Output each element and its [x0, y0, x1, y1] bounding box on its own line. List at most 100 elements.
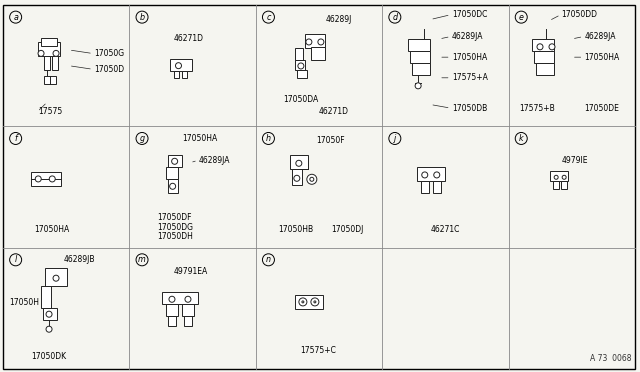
- Circle shape: [415, 83, 421, 89]
- Bar: [45, 268, 67, 286]
- Circle shape: [53, 50, 59, 57]
- Text: 17050DE: 17050DE: [584, 104, 620, 113]
- Bar: [311, 47, 325, 60]
- Bar: [433, 181, 441, 193]
- Text: b: b: [140, 13, 145, 22]
- Bar: [534, 51, 554, 63]
- Bar: [410, 51, 430, 63]
- Bar: [420, 181, 429, 193]
- Bar: [305, 34, 325, 48]
- Bar: [553, 181, 559, 189]
- Bar: [295, 60, 305, 70]
- Bar: [162, 292, 198, 304]
- Bar: [44, 76, 56, 84]
- Circle shape: [310, 177, 314, 181]
- Bar: [182, 71, 188, 78]
- Bar: [561, 181, 567, 189]
- Text: 46271C: 46271C: [430, 225, 460, 234]
- Text: 17050DK: 17050DK: [31, 352, 66, 361]
- Text: 46271D: 46271D: [173, 35, 204, 44]
- Text: g: g: [140, 134, 145, 143]
- Text: l: l: [15, 255, 17, 264]
- Text: 46289JA: 46289JA: [452, 32, 483, 41]
- Text: 17050DB: 17050DB: [452, 104, 487, 113]
- Bar: [290, 155, 308, 169]
- Circle shape: [549, 44, 555, 50]
- Circle shape: [294, 175, 300, 181]
- Text: a: a: [13, 13, 18, 22]
- Text: h: h: [266, 134, 271, 143]
- Text: 17050DG: 17050DG: [157, 222, 193, 231]
- Text: 17050HA: 17050HA: [35, 225, 70, 234]
- Bar: [295, 295, 323, 309]
- Bar: [408, 39, 430, 51]
- Circle shape: [46, 326, 52, 332]
- Text: d: d: [392, 13, 397, 22]
- Circle shape: [35, 176, 41, 182]
- Circle shape: [53, 275, 59, 281]
- Bar: [41, 38, 57, 46]
- Circle shape: [299, 298, 307, 306]
- Circle shape: [422, 172, 428, 178]
- Bar: [44, 57, 50, 70]
- Text: 17575+C: 17575+C: [300, 346, 336, 355]
- Bar: [52, 57, 58, 70]
- Circle shape: [175, 62, 182, 69]
- Circle shape: [554, 175, 558, 179]
- Text: 17050HA: 17050HA: [182, 134, 218, 143]
- Bar: [182, 304, 194, 316]
- Circle shape: [311, 298, 319, 306]
- Text: j: j: [394, 134, 396, 143]
- Bar: [292, 169, 302, 185]
- Text: n: n: [266, 255, 271, 264]
- Text: A 73  0068: A 73 0068: [589, 354, 631, 363]
- Text: 17050F: 17050F: [316, 137, 345, 145]
- Text: 46289JA: 46289JA: [584, 32, 616, 41]
- Text: f: f: [14, 134, 17, 143]
- Circle shape: [434, 172, 440, 178]
- Text: 17050H: 17050H: [10, 298, 39, 307]
- Text: 17050HA: 17050HA: [584, 53, 620, 62]
- Text: 4979IE: 4979IE: [562, 156, 588, 165]
- Circle shape: [306, 39, 312, 45]
- Circle shape: [298, 63, 304, 69]
- Bar: [166, 304, 178, 316]
- Bar: [412, 63, 430, 75]
- Text: 46289JB: 46289JB: [63, 255, 95, 264]
- Bar: [168, 155, 182, 167]
- Text: 17050HA: 17050HA: [452, 53, 487, 62]
- Circle shape: [38, 50, 44, 57]
- Text: 17050DD: 17050DD: [562, 10, 598, 19]
- Circle shape: [562, 175, 566, 179]
- Bar: [168, 179, 178, 193]
- Text: 17050DF: 17050DF: [157, 213, 192, 222]
- Circle shape: [314, 301, 316, 303]
- Bar: [532, 39, 554, 51]
- Text: k: k: [519, 134, 524, 143]
- Text: 17575+A: 17575+A: [452, 73, 488, 82]
- Circle shape: [185, 296, 191, 302]
- Circle shape: [172, 158, 178, 164]
- Circle shape: [170, 183, 175, 189]
- Circle shape: [46, 311, 52, 317]
- Bar: [184, 316, 192, 326]
- Bar: [43, 308, 57, 320]
- Circle shape: [318, 39, 324, 45]
- Bar: [170, 59, 193, 71]
- Circle shape: [296, 160, 302, 166]
- Circle shape: [307, 174, 317, 184]
- Circle shape: [302, 301, 304, 303]
- Bar: [168, 316, 176, 326]
- Text: 17050DJ: 17050DJ: [332, 225, 364, 234]
- Bar: [41, 286, 51, 308]
- Bar: [295, 48, 303, 60]
- Bar: [536, 63, 554, 75]
- Bar: [31, 172, 61, 186]
- Text: 46289J: 46289J: [325, 15, 352, 24]
- Bar: [166, 167, 178, 179]
- Text: 17050DH: 17050DH: [157, 232, 193, 241]
- Text: 17050D: 17050D: [94, 65, 124, 74]
- Text: 17575+B: 17575+B: [518, 104, 554, 113]
- Circle shape: [49, 176, 55, 182]
- Bar: [175, 71, 179, 78]
